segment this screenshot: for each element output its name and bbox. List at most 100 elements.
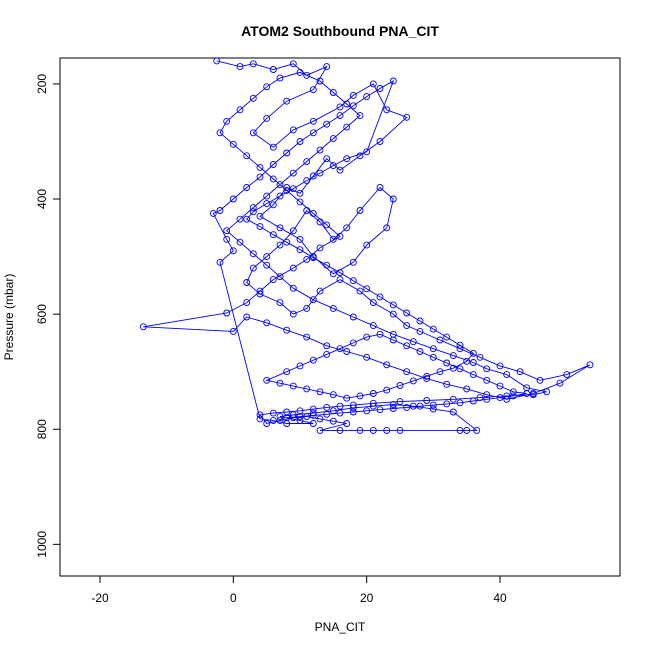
data-point xyxy=(409,377,417,385)
data-point xyxy=(263,261,271,269)
y-tick-label: 600 xyxy=(35,304,49,324)
data-point xyxy=(309,420,317,427)
data-point xyxy=(329,235,337,243)
y-tick-label: 400 xyxy=(35,189,49,209)
data-point xyxy=(256,173,264,181)
data-point xyxy=(349,401,357,409)
data-point xyxy=(249,204,257,212)
data-point xyxy=(329,417,337,425)
data-point xyxy=(416,317,424,325)
data-point xyxy=(349,313,357,321)
data-point xyxy=(256,212,264,220)
data-point xyxy=(456,399,464,407)
data-point xyxy=(376,184,384,191)
data-point xyxy=(309,209,317,217)
data-point xyxy=(509,392,517,400)
data-point xyxy=(329,391,337,399)
data-point xyxy=(263,319,271,327)
data-point xyxy=(263,420,271,427)
data-point xyxy=(443,333,451,341)
y-tick-label: 800 xyxy=(35,419,49,439)
data-point xyxy=(283,149,291,157)
data-point xyxy=(276,299,284,307)
data-point xyxy=(276,241,284,249)
data-point xyxy=(269,409,277,417)
data-point xyxy=(509,388,517,396)
data-point xyxy=(289,126,297,134)
series-layer xyxy=(139,57,594,434)
data-point xyxy=(309,411,317,419)
data-point xyxy=(403,322,411,330)
data-point xyxy=(276,417,284,425)
data-point xyxy=(269,175,277,183)
data-point xyxy=(389,336,397,344)
data-point xyxy=(416,402,424,410)
data-point xyxy=(269,276,277,284)
data-point xyxy=(363,353,371,361)
data-point xyxy=(349,258,357,266)
data-point xyxy=(323,221,331,229)
data-point xyxy=(449,408,457,416)
chart-title: ATOM2 Southbound PNA_CIT xyxy=(241,23,439,39)
data-point xyxy=(296,235,304,243)
data-point xyxy=(243,313,251,321)
data-point xyxy=(423,375,431,383)
data-point xyxy=(303,207,311,214)
data-point xyxy=(216,207,224,214)
data-point xyxy=(409,338,417,346)
data-point xyxy=(503,395,511,403)
data-point xyxy=(456,345,464,353)
data-point xyxy=(389,77,397,85)
data-point xyxy=(469,371,477,379)
data-point xyxy=(343,348,351,355)
data-point xyxy=(503,392,511,400)
data-point xyxy=(483,395,491,403)
data-point xyxy=(263,114,271,122)
data-point xyxy=(263,253,271,261)
data-point xyxy=(243,184,251,191)
data-point xyxy=(316,218,324,226)
data-point xyxy=(296,189,304,197)
data-point xyxy=(383,106,391,114)
data-point xyxy=(256,411,264,419)
data-point xyxy=(343,123,351,131)
data-point xyxy=(323,120,331,128)
data-point xyxy=(456,341,464,349)
data-point xyxy=(269,201,277,209)
data-point xyxy=(496,382,504,390)
data-point xyxy=(243,152,251,160)
data-point xyxy=(236,106,244,114)
data-point xyxy=(263,83,271,91)
data-point xyxy=(209,209,217,217)
data-point xyxy=(363,93,371,101)
data-point xyxy=(476,353,484,361)
x-tick-label: 0 xyxy=(230,591,237,605)
data-point xyxy=(249,129,257,137)
data-point xyxy=(303,304,311,312)
data-point xyxy=(276,181,284,189)
data-point xyxy=(586,361,594,369)
data-point xyxy=(276,413,284,421)
data-point xyxy=(369,426,377,434)
data-point xyxy=(403,309,411,317)
data-point xyxy=(336,276,344,284)
data-point xyxy=(403,403,411,411)
x-axis-label: PNA_CIT xyxy=(315,620,366,634)
data-point xyxy=(349,408,357,416)
data-point xyxy=(329,135,337,143)
data-point xyxy=(316,426,324,434)
y-axis-label: Pressure (mbar) xyxy=(2,274,16,361)
data-point xyxy=(303,255,311,263)
data-point xyxy=(443,400,451,408)
data-point xyxy=(416,348,424,355)
data-point xyxy=(323,403,331,411)
series-line xyxy=(143,60,591,431)
data-point xyxy=(336,269,344,277)
data-point xyxy=(223,235,231,243)
data-point xyxy=(349,102,357,110)
data-point xyxy=(336,426,344,434)
data-point xyxy=(363,241,371,249)
data-point xyxy=(289,169,297,177)
data-point xyxy=(483,391,491,399)
data-point xyxy=(456,365,464,373)
